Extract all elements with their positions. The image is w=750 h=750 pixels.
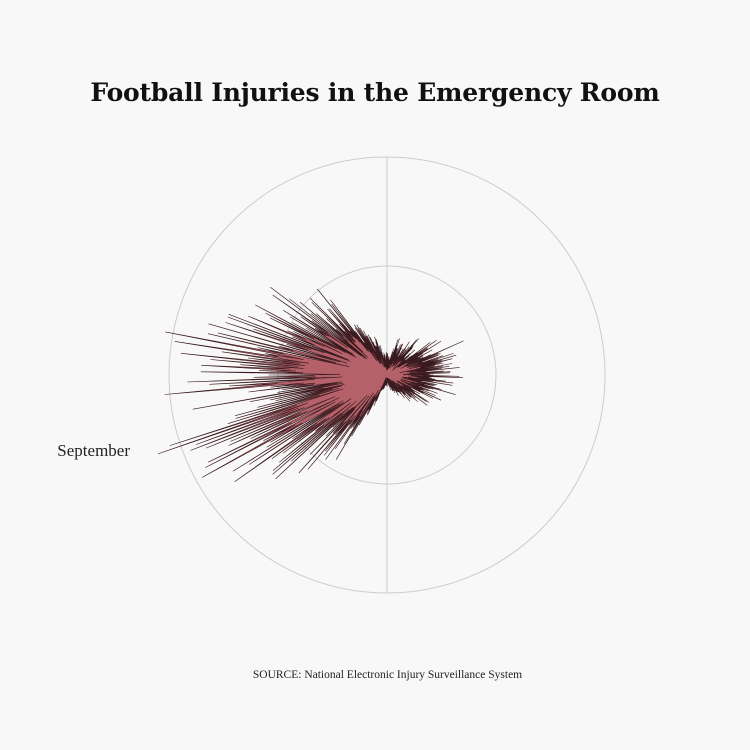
data-marks bbox=[157, 286, 464, 482]
series-area bbox=[157, 286, 464, 482]
annotation-labels: September bbox=[57, 441, 130, 460]
source-note: SOURCE: National Electronic Injury Surve… bbox=[252, 669, 523, 681]
chart-title: Football Injuries in the Emergency Room bbox=[90, 78, 660, 107]
annotation-label: September bbox=[57, 441, 130, 460]
